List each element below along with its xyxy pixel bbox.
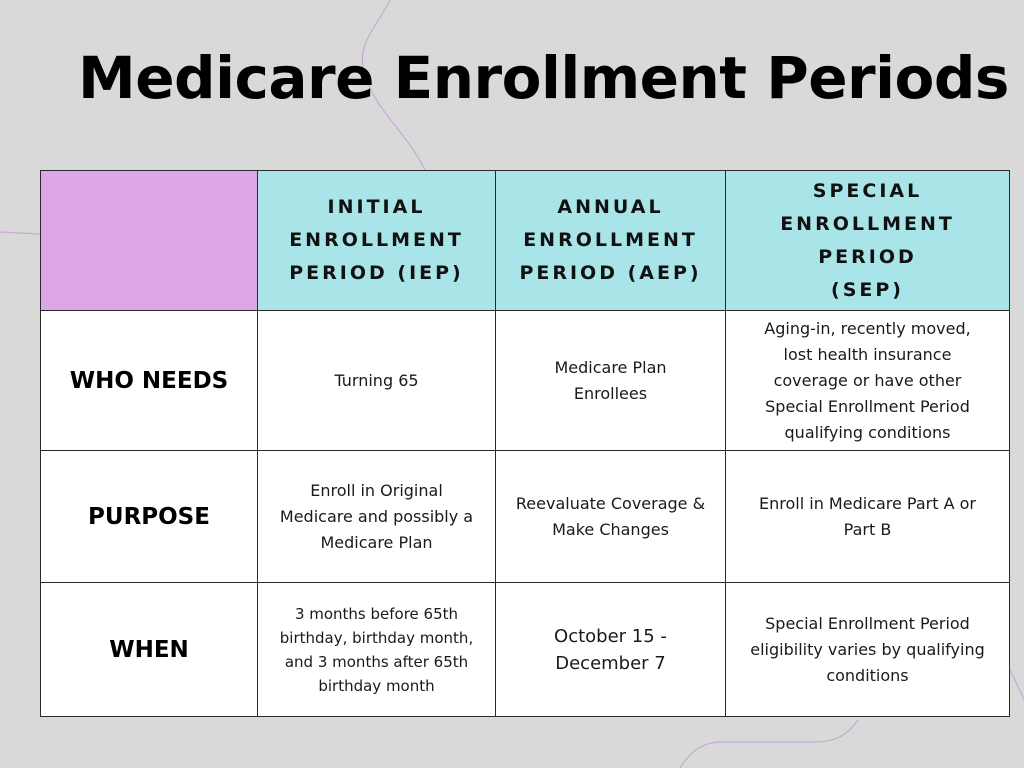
cell-who-needs-sep: Aging-in, recently moved, lost health in…	[725, 310, 1010, 451]
decorative-curve-bottom	[679, 719, 859, 768]
enrollment-periods-table: INITIAL ENROLLMENT PERIOD (IEP) ANNUAL E…	[40, 170, 1010, 717]
decorative-curve-left	[0, 231, 41, 235]
cell-when-iep: 3 months before 65th birthday, birthday …	[257, 582, 496, 717]
cell-when-sep: Special Enrollment Period eligibility va…	[725, 582, 1010, 717]
cell-purpose-iep: Enroll in Original Medicare and possibly…	[257, 450, 496, 583]
cell-purpose-aep: Reevaluate Coverage & Make Changes	[495, 450, 726, 583]
table-header-row: INITIAL ENROLLMENT PERIOD (IEP) ANNUAL E…	[40, 170, 1010, 311]
table-row-who-needs: WHO NEEDS Turning 65 Medicare Plan Enrol…	[40, 310, 1010, 451]
column-header-aep-label: ANNUAL ENROLLMENT PERIOD (AEP)	[519, 196, 702, 284]
decorative-curve-right	[1008, 667, 1024, 701]
cell-when-aep: October 15 - December 7	[495, 582, 726, 717]
table-row-purpose: PURPOSE Enroll in Original Medicare and …	[40, 450, 1010, 583]
table-row-when: WHEN 3 months before 65th birthday, birt…	[40, 582, 1010, 717]
column-header-iep-label: INITIAL ENROLLMENT PERIOD (IEP)	[289, 196, 464, 284]
page-title: Medicare Enrollment Periods	[78, 44, 1009, 112]
cell-purpose-sep: Enroll in Medicare Part A or Part B	[725, 450, 1010, 583]
row-label-who-needs: WHO NEEDS	[40, 310, 258, 451]
cell-who-needs-aep: Medicare Plan Enrollees	[495, 310, 726, 451]
column-header-iep: INITIAL ENROLLMENT PERIOD (IEP)	[257, 170, 496, 311]
corner-header-cell	[40, 170, 258, 311]
column-header-sep-label: SPECIAL ENROLLMENT PERIOD (SEP)	[780, 179, 955, 301]
row-label-purpose: PURPOSE	[40, 450, 258, 583]
cell-who-needs-iep: Turning 65	[257, 310, 496, 451]
column-header-sep: SPECIAL ENROLLMENT PERIOD (SEP)	[725, 170, 1010, 311]
column-header-aep: ANNUAL ENROLLMENT PERIOD (AEP)	[495, 170, 726, 311]
row-label-when: WHEN	[40, 582, 258, 717]
